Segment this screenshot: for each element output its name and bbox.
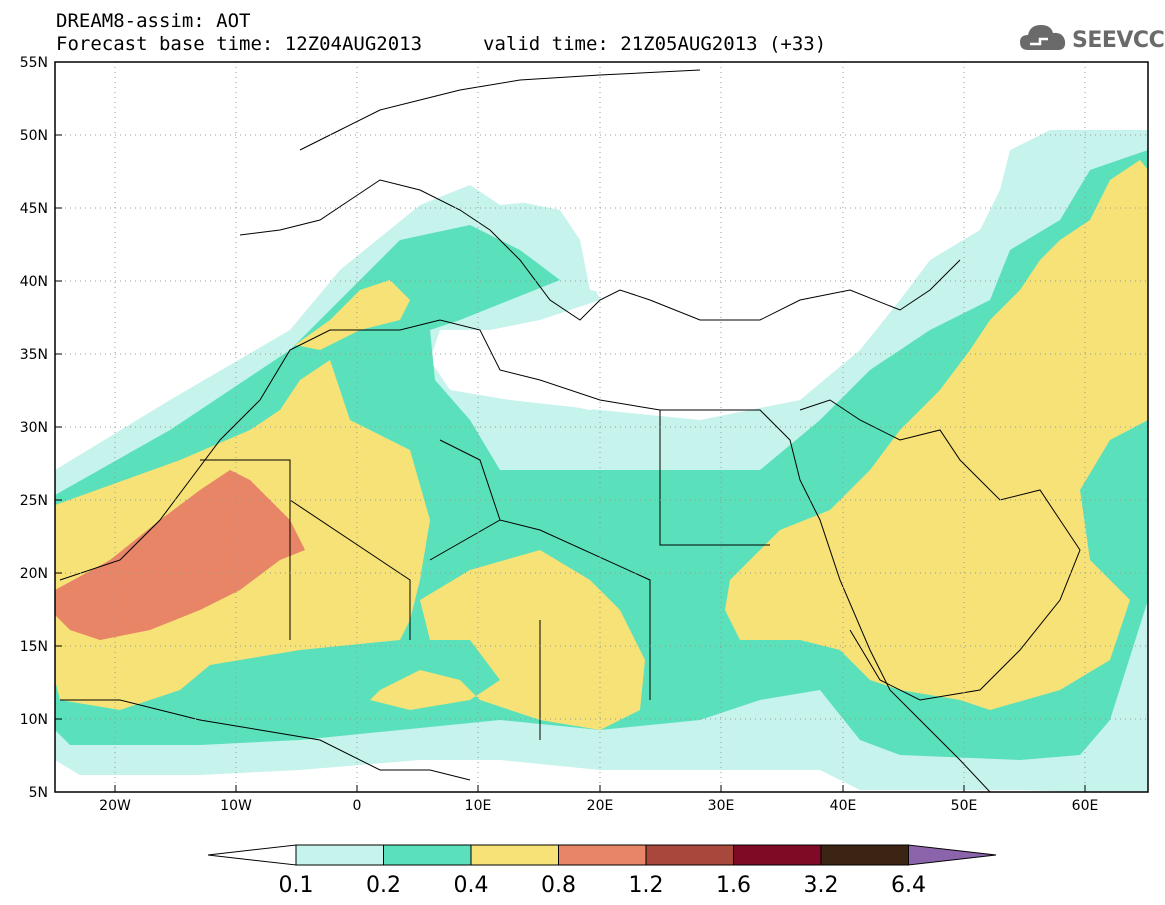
lat-label: 55N (20, 55, 48, 71)
aot-contour-0.4-central (370, 550, 645, 730)
colorbar-label: 0.4 (454, 873, 489, 898)
colorbar-label: 6.4 (891, 873, 926, 898)
aot-contour-0.4-spain (295, 280, 410, 350)
coastlines (59, 69, 1081, 792)
lat-label: 30N (20, 420, 48, 436)
lat-label: 40N (20, 274, 48, 290)
lon-label: 10W (220, 798, 252, 814)
map-title: DREAM8-assim: AOT (56, 10, 251, 32)
colorbar-swatch (383, 844, 472, 866)
lat-label: 50N (20, 128, 48, 144)
africa-coast (59, 319, 991, 792)
colorbar-swatch (820, 844, 909, 866)
border-lines (200, 410, 770, 740)
axis-ticks (55, 134, 1086, 792)
colorbar-swatch (295, 844, 384, 866)
colorbar-label: 0.1 (279, 873, 314, 898)
colorbar-swatch (733, 844, 822, 866)
lat-label: 45N (20, 201, 48, 217)
colorbar-label: 1.2 (629, 873, 664, 898)
aot-contour-0.8 (55, 470, 305, 640)
colorbar-swatch (645, 844, 734, 866)
lon-labels: 20W 10W 0 10E 20E 30E 40E 50E 60E (99, 798, 1098, 814)
lon-label: 10E (465, 798, 492, 814)
seevccc-logo: SEEVCCC (1018, 20, 1165, 60)
colorbar-label: 0.8 (541, 873, 576, 898)
lon-label: 60E (1072, 798, 1099, 814)
lon-label: 20E (587, 798, 614, 814)
west-africa-coast (60, 699, 471, 781)
lon-label: 40E (830, 798, 857, 814)
colorbar-label: 1.6 (716, 873, 751, 898)
arabia-coast (799, 399, 1081, 701)
graticule (55, 62, 1148, 792)
colorbar-swatch (558, 844, 647, 866)
aot-field (55, 62, 1148, 792)
lat-label: 15N (20, 639, 48, 655)
valid-time: valid time: 21Z05AUG2013 (+33) (483, 33, 827, 55)
lon-label: 20W (99, 798, 131, 814)
cloud-icon (1020, 25, 1066, 50)
lat-label: 35N (20, 347, 48, 363)
europe-north (299, 69, 701, 151)
lon-label: 50E (951, 798, 978, 814)
lon-label: 30E (708, 798, 735, 814)
lat-label: 5N (29, 785, 48, 801)
lat-label: 20N (20, 566, 48, 582)
aot-clear-med (490, 310, 790, 410)
lat-label: 10N (20, 712, 48, 728)
lon-label: 0 (353, 798, 362, 814)
colorbar-label: 0.2 (366, 873, 401, 898)
colorbar-labels: 0.1 0.2 0.4 0.8 1.2 1.6 3.2 6.4 (279, 873, 927, 898)
colorbar-label: 3.2 (804, 873, 839, 898)
logo-text: SEEVCCC (1072, 28, 1165, 53)
colorbar-arrow-left (207, 844, 297, 866)
forecast-base-time: Forecast base time: 12Z04AUG2013 (56, 33, 423, 55)
colorbar-arrow-right (908, 844, 997, 866)
aot-clear-europe (55, 62, 1148, 400)
lat-label: 25N (20, 493, 48, 509)
europe-coast (239, 179, 961, 321)
lat-labels: 55N 50N 45N 40N 35N 30N 25N 20N 15N 10N … (20, 55, 48, 801)
colorbar (207, 844, 997, 866)
colorbar-swatch (470, 844, 559, 866)
